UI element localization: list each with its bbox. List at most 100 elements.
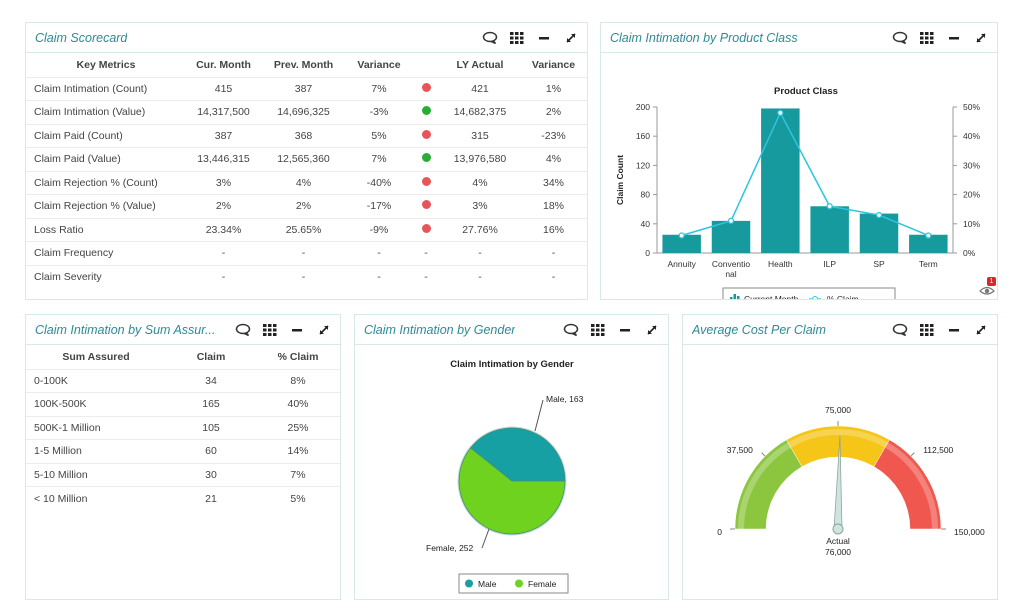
- grid-icon[interactable]: [588, 321, 608, 339]
- comment-icon[interactable]: [480, 29, 500, 47]
- column-header[interactable]: LY Actual: [456, 58, 504, 71]
- status-dot-red: [421, 200, 431, 210]
- column-header[interactable]: Prev. Month: [273, 58, 334, 71]
- expand-icon[interactable]: [971, 29, 991, 47]
- line-point: [678, 232, 685, 239]
- claim-pct-line: [681, 111, 929, 237]
- eye-icon[interactable]: 1: [979, 277, 996, 297]
- grid-icon[interactable]: [917, 29, 937, 47]
- metric-cell: Claim Frequency: [26, 241, 186, 265]
- line-point: [727, 217, 735, 225]
- minimize-icon[interactable]: [615, 321, 635, 339]
- metric-cell: Claim Rejection % (Value): [26, 194, 186, 218]
- grid-icon[interactable]: [917, 321, 937, 339]
- panel-toolbar: [226, 321, 334, 339]
- table-row[interactable]: 1-5 Million 60 14%: [26, 439, 340, 463]
- expand-icon[interactable]: [561, 29, 581, 47]
- bar: [909, 234, 948, 253]
- range-cell: 1-5 Million: [26, 439, 166, 463]
- metric-cell: Loss Ratio: [26, 217, 186, 242]
- slice-label: Female, 252: [426, 543, 474, 553]
- table-row[interactable]: Claim Intimation (Value) 14,317,500 14,696…: [26, 100, 587, 124]
- column-header[interactable]: % Claim: [277, 350, 319, 363]
- ly-variance-cell: -: [520, 264, 587, 289]
- variance-cell: -: [346, 241, 412, 265]
- minimize-icon[interactable]: [944, 321, 964, 339]
- expand-icon[interactable]: [314, 321, 334, 339]
- comment-icon[interactable]: [233, 321, 253, 339]
- variance-cell: -40%: [346, 170, 412, 195]
- legend-marker: [465, 579, 473, 588]
- column-header[interactable]: Claim: [196, 350, 226, 363]
- claim-cell: 60: [166, 439, 256, 463]
- panel-toolbar: [883, 29, 991, 47]
- comment-icon[interactable]: [890, 29, 910, 47]
- chart-title: Product Class: [774, 86, 838, 97]
- table-row[interactable]: Claim Frequency - - - - - -: [26, 241, 587, 265]
- line-point: [875, 211, 883, 219]
- panel-header: Claim Intimation by Gender: [355, 315, 668, 345]
- pie-slice: [458, 447, 566, 535]
- prev-month-cell: 368: [261, 123, 346, 148]
- pct-cell: 8%: [256, 368, 340, 393]
- column-header[interactable]: Sum Assured: [62, 350, 130, 363]
- legend-line-icon: [812, 296, 818, 299]
- column-header[interactable]: Cur. Month: [196, 58, 251, 71]
- status-cell: [412, 194, 440, 218]
- gauge-band-shine: [788, 429, 888, 448]
- minimize-icon[interactable]: [944, 29, 964, 47]
- column-header[interactable]: Key Metrics: [76, 58, 136, 71]
- table-row[interactable]: Claim Intimation (Count) 415 387 7% 421 1%: [26, 76, 587, 101]
- status-cell: -: [412, 264, 440, 289]
- bar: [761, 108, 800, 254]
- y2-tick-label: 30%: [963, 160, 980, 170]
- pct-cell: 5%: [256, 486, 340, 510]
- ly-variance-cell: 34%: [520, 170, 587, 195]
- product-class-chart: Product Class Claim Count 0 40 80 120 160 200 0%…: [615, 86, 980, 299]
- grid-icon[interactable]: [507, 29, 527, 47]
- legend-label: Current Month: [744, 294, 799, 299]
- variance-cell: -: [346, 264, 412, 289]
- prev-month-cell: 2%: [261, 194, 346, 218]
- ly-actual-cell: 14,682,375: [440, 100, 520, 124]
- cur-month-cell: 23.34%: [186, 217, 261, 242]
- cur-month-cell: 13,446,315: [186, 147, 261, 171]
- y-tick-label: 160: [636, 131, 650, 141]
- y-tick-label: 40: [641, 219, 651, 229]
- ly-variance-cell: 2%: [520, 100, 587, 124]
- table-row[interactable]: Claim Paid (Count) 387 368 5% 315 -23%: [26, 123, 587, 148]
- expand-icon[interactable]: [971, 321, 991, 339]
- table-row[interactable]: Claim Rejection % (Value) 2% 2% -17% 3% 18%: [26, 194, 587, 218]
- gauge-tick: [761, 452, 766, 457]
- bar: [711, 220, 751, 253]
- grid-icon[interactable]: [260, 321, 280, 339]
- table-row[interactable]: Claim Paid (Value) 13,446,315 12,565,360 7%…: [26, 147, 587, 171]
- column-header[interactable]: Variance: [357, 58, 401, 71]
- comment-icon[interactable]: [890, 321, 910, 339]
- table-row[interactable]: 500K-1 Million 105 25%: [26, 415, 340, 440]
- gauge-value-label: Actual: [826, 536, 850, 546]
- variance-cell: 7%: [346, 76, 412, 101]
- prev-month-cell: 4%: [261, 170, 346, 195]
- pct-cell: 25%: [256, 415, 340, 440]
- table-row[interactable]: Claim Severity - - - - - -: [26, 264, 587, 289]
- minimize-icon[interactable]: [534, 29, 554, 47]
- range-cell: 0-100K: [26, 368, 166, 393]
- comment-icon[interactable]: [561, 321, 581, 339]
- column-header[interactable]: Variance: [531, 58, 576, 71]
- table-row[interactable]: < 10 Million 21 5%: [26, 486, 340, 510]
- y2-tick-label: 40%: [963, 131, 980, 141]
- table-row[interactable]: 0-100K 34 8%: [26, 368, 340, 393]
- table-row[interactable]: 100K-500K 165 40%: [26, 392, 340, 416]
- x-tick-label: Conventio: [712, 259, 751, 269]
- status-cell: [412, 170, 440, 195]
- minimize-icon[interactable]: [287, 321, 307, 339]
- expand-icon[interactable]: [642, 321, 662, 339]
- prev-month-cell: 387: [261, 76, 346, 101]
- table-row[interactable]: 5-10 Million 30 7%: [26, 462, 340, 487]
- status-cell: [412, 147, 440, 171]
- table-row[interactable]: Claim Rejection % (Count) 3% 4% -40% 4% 34%: [26, 170, 587, 195]
- table-row[interactable]: Loss Ratio 23.34% 25.65% -9% 27.76% 16%: [26, 217, 587, 242]
- scorecard-table: Key Metrics Cur. Month Prev. Month Varia…: [26, 53, 587, 289]
- gender-panel: Claim Intimation by Gender Claim Intimat…: [354, 314, 669, 600]
